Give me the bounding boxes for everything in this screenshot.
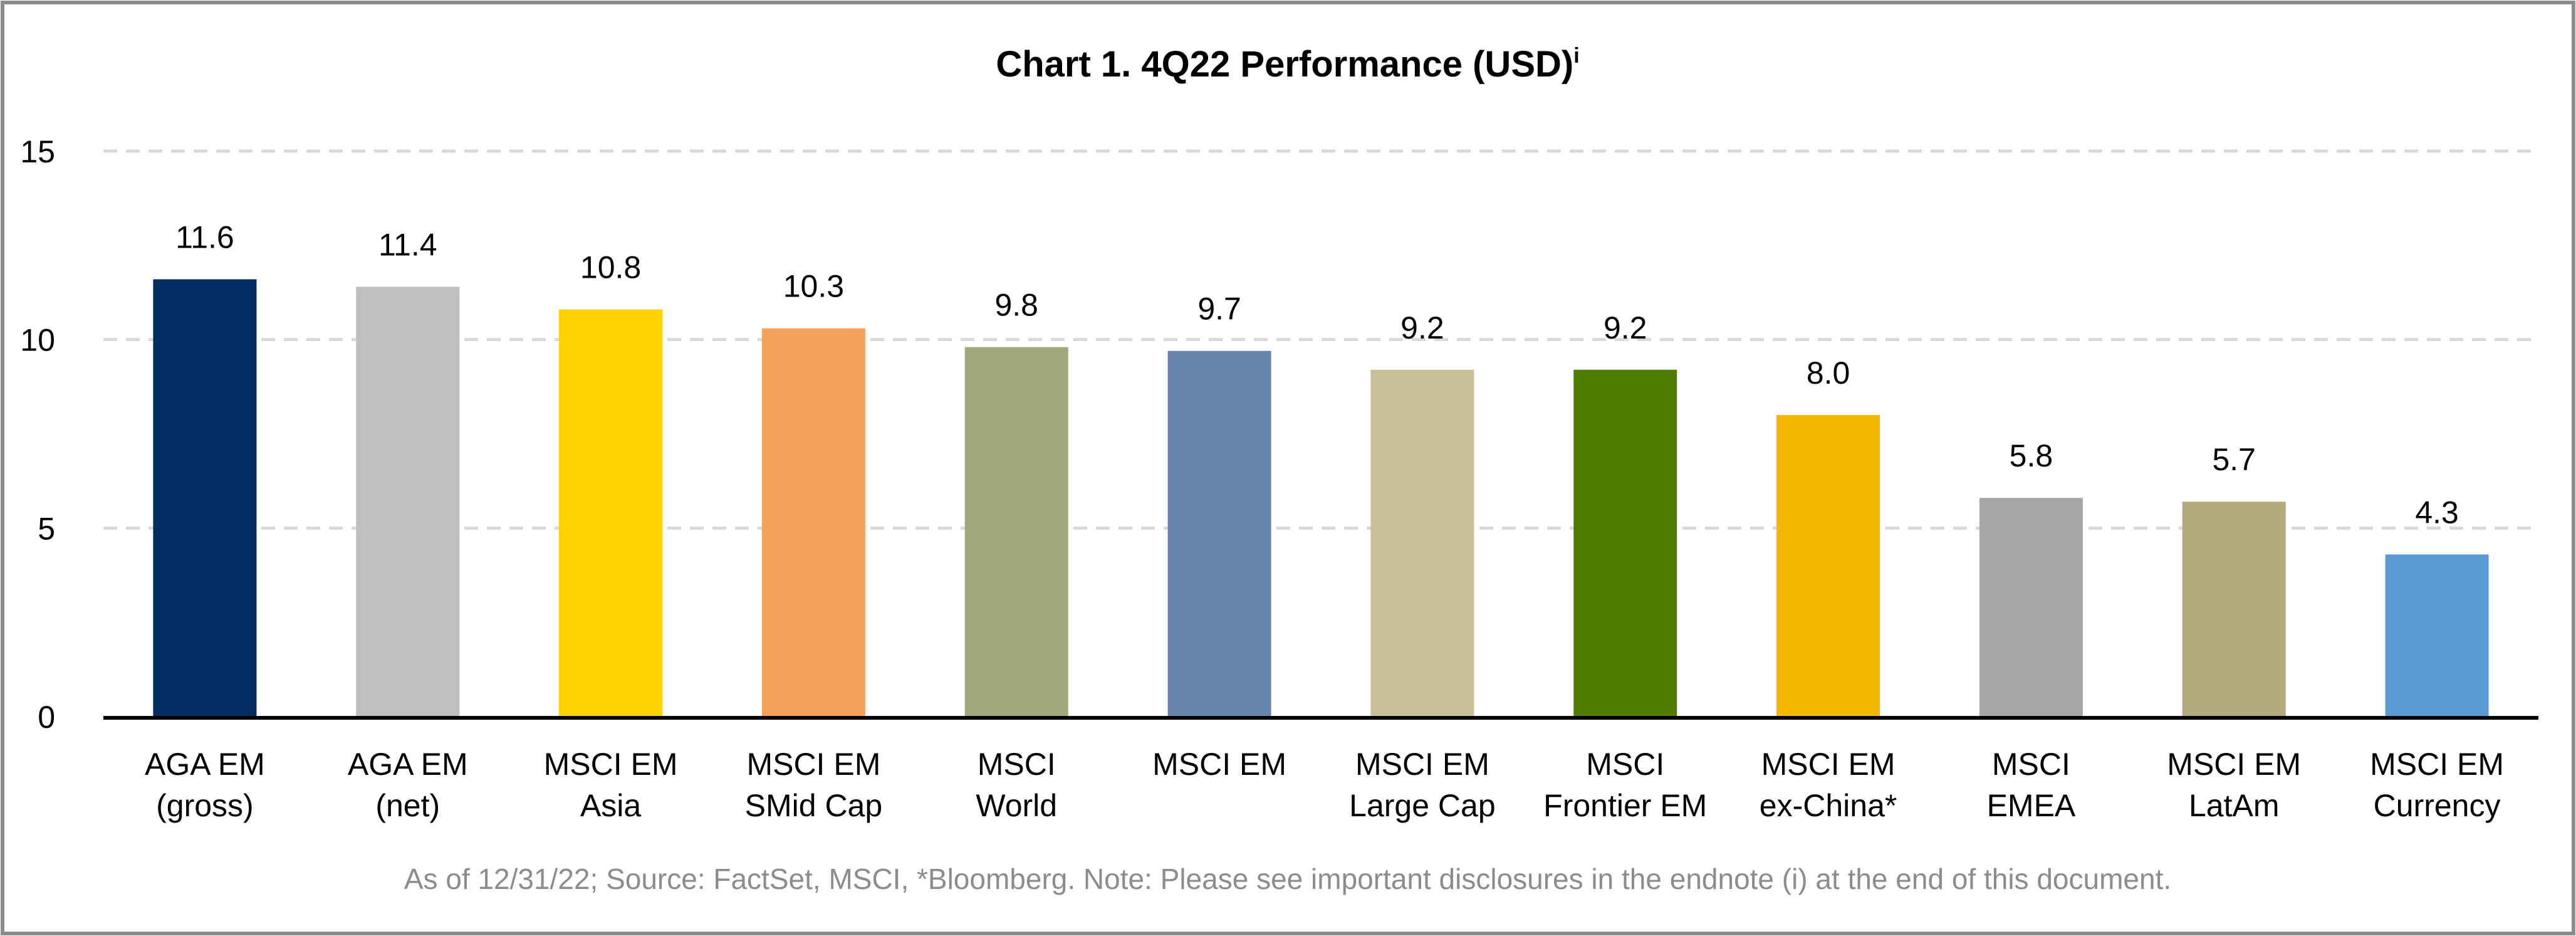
x-tick-label: AGA EM	[348, 747, 468, 782]
x-tick-label: (gross)	[156, 788, 254, 823]
bar	[761, 328, 865, 717]
x-tick-label: LatAm	[2189, 788, 2280, 823]
x-tick-label: AGA EM	[145, 747, 265, 782]
data-label: 4.3	[2415, 495, 2459, 530]
bar	[153, 279, 257, 717]
bar	[1167, 350, 1271, 717]
x-tick-label: MSCI EM	[544, 747, 678, 782]
x-tick-label: MSCI EM	[746, 747, 880, 782]
bar	[1370, 369, 1474, 717]
x-tick-label: MSCI	[978, 747, 1056, 782]
x-tick-label: Large Cap	[1349, 788, 1496, 823]
x-tick-label: Asia	[580, 788, 641, 823]
data-label: 9.8	[994, 288, 1038, 323]
x-tick-label: (net)	[375, 788, 440, 823]
data-label: 9.2	[1603, 310, 1647, 345]
data-label: 8.0	[1807, 355, 1850, 391]
x-tick-label: MSCI EM	[2167, 747, 2301, 782]
x-tick-label: EMEA	[1987, 788, 2076, 823]
chart-title: Chart 1. 4Q22 Performance (USD)i	[996, 44, 1579, 85]
y-tick-label: 0	[38, 700, 55, 735]
bar	[1573, 369, 1677, 717]
x-tick-label: Frontier EM	[1543, 788, 1707, 823]
x-tick-label: MSCI	[1992, 747, 2070, 782]
x-tick-label: MSCI EM	[1761, 747, 1895, 782]
footnote: As of 12/31/22; Source: FactSet, MSCI, *…	[404, 863, 2171, 895]
x-tick-label: ex-China*	[1760, 788, 1897, 823]
x-tick-label: MSCI EM	[2370, 747, 2504, 782]
x-tick-label: MSCI EM	[1152, 747, 1286, 782]
data-label: 10.3	[783, 269, 844, 304]
bar	[356, 287, 460, 717]
bar	[1776, 414, 1880, 717]
data-label: 5.7	[2212, 442, 2256, 477]
bar	[559, 309, 663, 717]
x-tick-label: SMid Cap	[745, 788, 883, 823]
data-label: 9.7	[1197, 292, 1241, 327]
x-tick-label: Currency	[2374, 788, 2501, 823]
x-tick-label: MSCI EM	[1355, 747, 1489, 782]
y-tick-label: 10	[20, 323, 55, 358]
y-tick-label: 5	[38, 511, 55, 546]
x-tick-label: MSCI	[1586, 747, 1664, 782]
data-label: 11.6	[175, 219, 234, 255]
bar	[964, 347, 1068, 717]
bar	[2182, 502, 2286, 717]
title-superscript: i	[1573, 44, 1579, 68]
data-label: 11.4	[378, 227, 437, 262]
bar	[2385, 554, 2489, 717]
bar	[1979, 498, 2083, 717]
data-label: 9.2	[1400, 310, 1444, 345]
data-label: 5.8	[2010, 438, 2053, 473]
data-label: 10.8	[580, 250, 641, 285]
y-tick-label: 15	[20, 134, 55, 169]
x-tick-label: World	[976, 788, 1057, 823]
